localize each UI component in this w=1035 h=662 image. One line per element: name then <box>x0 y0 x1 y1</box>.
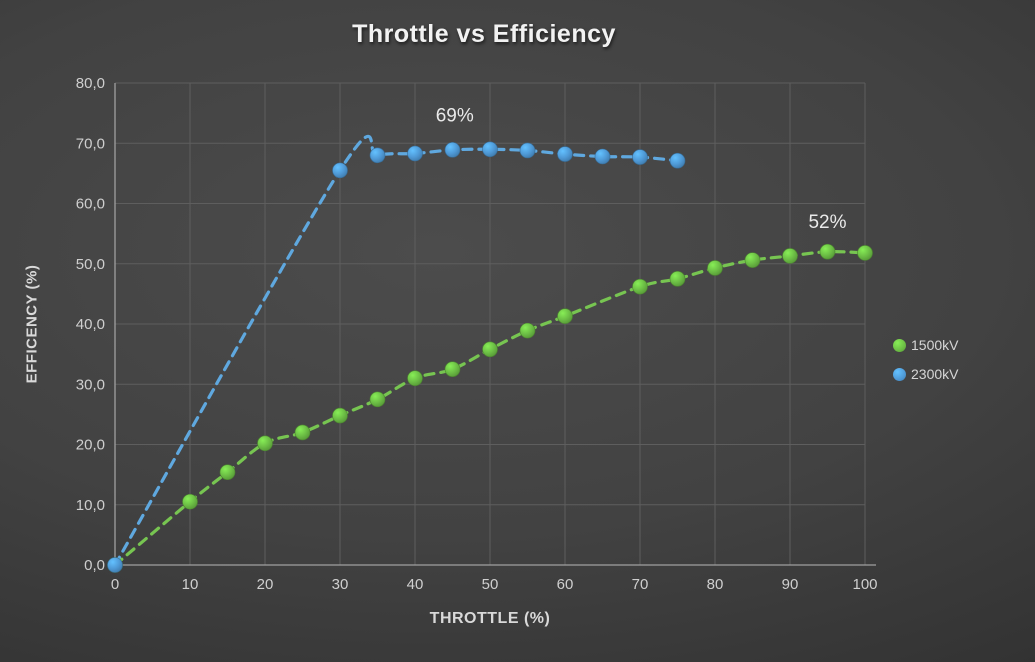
chart-title: Throttle vs Efficiency <box>352 20 616 48</box>
data-point-1500kv <box>219 464 236 481</box>
data-point-1500kv <box>669 271 686 287</box>
legend-marker-2300kv-icon <box>893 367 906 381</box>
data-label: 69% <box>436 106 474 127</box>
data-point-2300kv <box>594 148 611 165</box>
data-point-1500kv <box>782 248 798 264</box>
data-point-1500kv <box>257 435 273 452</box>
data-point-2300kv <box>669 152 686 169</box>
data-point-1500kv <box>369 391 386 408</box>
data-point-1500kv <box>744 252 761 268</box>
legend-label-2300kv: 2300kV <box>911 366 959 382</box>
data-point-1500kv <box>557 308 573 324</box>
data-point-1500kv <box>444 361 461 377</box>
series-2300kv <box>107 141 686 573</box>
y-tick-label: 0,0 <box>84 557 105 574</box>
data-point-2300kv <box>632 149 648 165</box>
data-point-1500kv <box>819 243 836 260</box>
data-point-2300kv <box>444 142 461 158</box>
data-point-1500kv <box>332 407 348 424</box>
x-tick-label: 10 <box>182 576 199 593</box>
data-point-2300kv <box>107 557 123 573</box>
legend-label-1500kv: 1500kV <box>911 337 959 353</box>
x-tick-label: 20 <box>257 576 274 593</box>
y-tick-label: 80,0 <box>76 75 105 92</box>
x-tick-label: 40 <box>407 576 424 593</box>
data-point-1500kv <box>294 424 311 441</box>
data-point-1500kv <box>519 322 536 339</box>
y-tick-label: 60,0 <box>76 196 105 213</box>
y-tick-label: 70,0 <box>76 135 105 152</box>
x-tick-label: 0 <box>111 576 119 593</box>
legend-item-2300kv: 2300kV <box>893 366 958 382</box>
x-axis-title: THROTTLE (%) <box>429 610 551 627</box>
y-tick-label: 30,0 <box>76 376 105 393</box>
data-point-2300kv <box>482 141 498 158</box>
x-tick-label: 30 <box>332 576 349 593</box>
y-tick-label: 40,0 <box>76 316 105 333</box>
x-tick-label: 70 <box>632 576 649 593</box>
data-point-1500kv <box>407 370 423 387</box>
legend-item-1500kv: 1500kV <box>893 337 958 353</box>
data-point-2300kv <box>369 147 386 164</box>
data-point-1500kv <box>482 341 498 358</box>
data-point-1500kv <box>632 278 648 295</box>
y-tick-label: 20,0 <box>76 437 105 454</box>
y-tick-label: 10,0 <box>76 497 105 514</box>
data-point-1500kv <box>182 493 198 510</box>
legend: 1500kV 2300kV <box>893 337 958 382</box>
x-tick-label: 60 <box>557 576 574 593</box>
x-tick-label: 80 <box>707 576 724 593</box>
x-tick-label: 100 <box>852 576 877 593</box>
data-point-1500kv <box>857 245 873 261</box>
data-label: 52% <box>808 212 846 233</box>
data-point-2300kv <box>332 162 348 179</box>
legend-marker-1500kv-icon <box>893 338 906 352</box>
data-point-2300kv <box>557 146 573 162</box>
data-point-1500kv <box>707 260 723 276</box>
x-tick-label: 50 <box>482 576 499 593</box>
y-tick-label: 50,0 <box>76 256 105 273</box>
trendline-2300kv <box>113 134 680 566</box>
data-point-2300kv <box>519 142 536 159</box>
data-point-2300kv <box>407 145 423 162</box>
x-tick-label: 90 <box>782 576 799 593</box>
